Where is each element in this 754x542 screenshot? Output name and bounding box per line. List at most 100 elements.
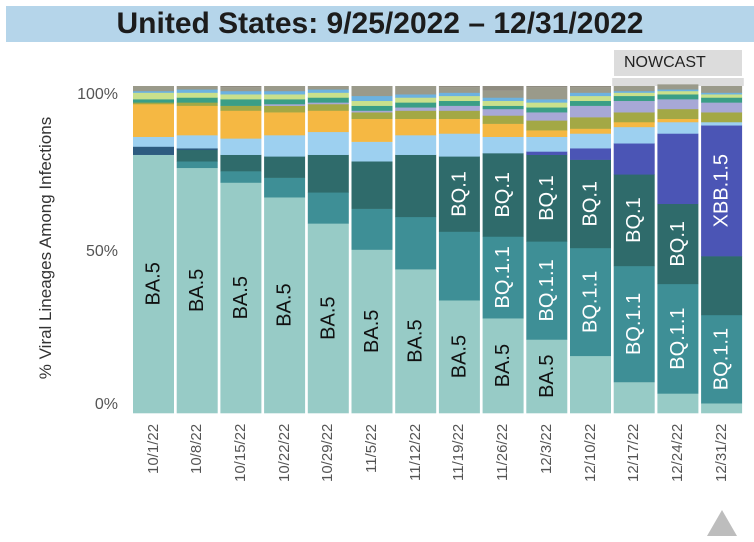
bar-segment-ba-2-75-2 [307, 92, 349, 98]
bar-segment-ba-5 [570, 355, 611, 414]
bar-data-label: BQ.1.1 [667, 307, 689, 369]
bar-segment-bn-1 [526, 120, 568, 131]
bar-segment-bn-1 [657, 108, 699, 119]
bar-segment-bn-1 [438, 110, 480, 119]
bar-segment-ba-4-6-blue- [264, 90, 306, 95]
bar-segment-ba-5 [307, 223, 349, 414]
bar-segment-bf-7 [176, 135, 218, 149]
bar-segment-bf-7 [438, 133, 480, 157]
bar-segment-xbb [351, 110, 393, 113]
bar-segment-bf-7 [657, 121, 699, 134]
bar-segment-xbb [482, 108, 524, 116]
bar-segment-xbb-1-5 [613, 143, 655, 175]
bar-segment-xbb [395, 107, 437, 111]
bar-segment-xbb [438, 105, 480, 111]
bar-segment-bf-7 [526, 136, 568, 152]
bar-segment-ba-2-75-2 [220, 94, 262, 100]
bar-segment-xbb-1-5 [526, 151, 568, 155]
bar-segment-ba-4-6-blue- [220, 90, 262, 95]
bar-segment-ba-4-6-blue- [570, 92, 611, 97]
bar-segment-ba-5 [526, 339, 568, 414]
x-tick-label: 10/29/22 [319, 424, 337, 483]
bar-segment-ba-5-2-6 [657, 118, 699, 123]
bar-data-label: BQ.1 [536, 175, 558, 221]
bar-segment-bf-7 [701, 121, 743, 126]
bar-segment-xbb [570, 105, 611, 118]
bar-segment-bq-1 [264, 156, 306, 178]
bar-segment-ba-2-75 [395, 102, 437, 108]
y-tick-label-0: 0% [94, 396, 118, 413]
bar-segment-ba-2-75 [613, 95, 655, 102]
bar-segment-ba-4-6-blue- [176, 89, 218, 93]
bar-segment-ba-5-2-6 [307, 110, 349, 133]
bar-segment-other [176, 86, 218, 90]
bar-segment-ba-5-2-6 [264, 112, 306, 136]
bar-segment-ba-2-75 [133, 99, 174, 103]
bar-segment-ba-2-75 [482, 105, 524, 110]
x-tick-label: 10/1/22 [144, 424, 162, 475]
bar-segment-ba-5 [264, 197, 306, 414]
bar-data-label: BA.5 [230, 276, 252, 319]
bar-segment-other [526, 87, 568, 100]
bar-segment-bn-1 [133, 102, 174, 105]
bar-data-label: BQ.1.1 [492, 246, 514, 308]
bar-segment-bn-1 [307, 103, 349, 111]
bar-segment-ba-2-75 [701, 97, 743, 103]
nowcast-region-background [612, 78, 744, 86]
bar-segment-bn-1 [264, 105, 306, 113]
bar-segment-ba-4-6-blue- [701, 92, 743, 95]
bar-segment-bn-1 [220, 105, 262, 111]
bar-segment-ba-4-6-blue- [613, 90, 655, 93]
bar-segment-bq-1-1 [176, 161, 218, 169]
bar-segment-bq-1-1 [657, 283, 699, 394]
chart-title-banner: United States: 9/25/2022 – 12/31/2022 [6, 6, 754, 42]
bar-segment-ba-5 [438, 300, 480, 414]
bar-segment-bq-1 [395, 154, 437, 218]
bar-data-label: BQ.1 [623, 197, 645, 243]
bar-segment-other [395, 86, 437, 95]
bar-segment-xbb [526, 112, 568, 121]
bar-segment-bf-7 [133, 136, 174, 147]
bar-data-label: BQ.1 [448, 171, 470, 217]
bar-segment-ba-5-2-6 [482, 123, 524, 137]
bar-segment-xbb-1-5 [701, 125, 743, 257]
bar-segment-ba-5 [220, 182, 262, 414]
bar-segment-bq-1-1 [395, 216, 437, 270]
bar-segment-bq-1-1 [438, 231, 480, 301]
bar-segment-ba-4-6-blue- [351, 95, 393, 102]
bar-segment-other [264, 86, 306, 92]
x-tick-label: 10/8/22 [188, 424, 206, 475]
bar-segment-bq-1 [526, 154, 568, 242]
bar-segment-ba-5-2-6 [526, 130, 568, 137]
bar-segment-other-remainder [570, 86, 611, 88]
bar-segment-bf-7 [307, 131, 349, 155]
bar-segment-bq-1-1 [613, 265, 655, 383]
bar-data-label: XBB.1.5 [711, 154, 733, 227]
bar-segment-other [570, 87, 611, 93]
bar-segment-ba-5 [657, 393, 699, 414]
bar-segment-ba-2-75-2 [482, 100, 524, 106]
bar-segment-ba-5-2-6 [176, 105, 218, 136]
bar-segment-other-remainder [220, 86, 262, 88]
bar-segment-ba-2-75-2 [133, 92, 174, 100]
bar-segment-ba-2-75 [220, 99, 262, 106]
bar-segment-bq-1 [351, 161, 393, 209]
bar-segment-ba-2-75-2 [438, 95, 480, 102]
bar-segment-xbb-1-5 [570, 148, 611, 160]
x-tick-label: 12/24/22 [668, 424, 686, 483]
bar-segment-ba-5 [482, 318, 524, 414]
bar-segment-ba-2-75-2 [526, 102, 568, 108]
bar-data-label: BQ.1.1 [623, 293, 645, 355]
x-tick-label: 12/3/22 [537, 424, 555, 475]
bar-segment-ba-5 [613, 381, 655, 414]
bar-segment-ba-2-75-2 [570, 95, 611, 102]
bar-segment-bn-1 [482, 115, 524, 124]
bar-segment-bf-7 [264, 135, 306, 157]
bar-segment-bn-1 [701, 112, 743, 123]
bar-segment-ba-4-6-blue- [307, 89, 349, 93]
bar-segment-ba-4-6-blue- [526, 99, 568, 103]
bar-segment-bf-7 [220, 138, 262, 155]
bar-segment-bq-1 [220, 154, 262, 172]
bar-segment-bq-1 [438, 156, 480, 232]
